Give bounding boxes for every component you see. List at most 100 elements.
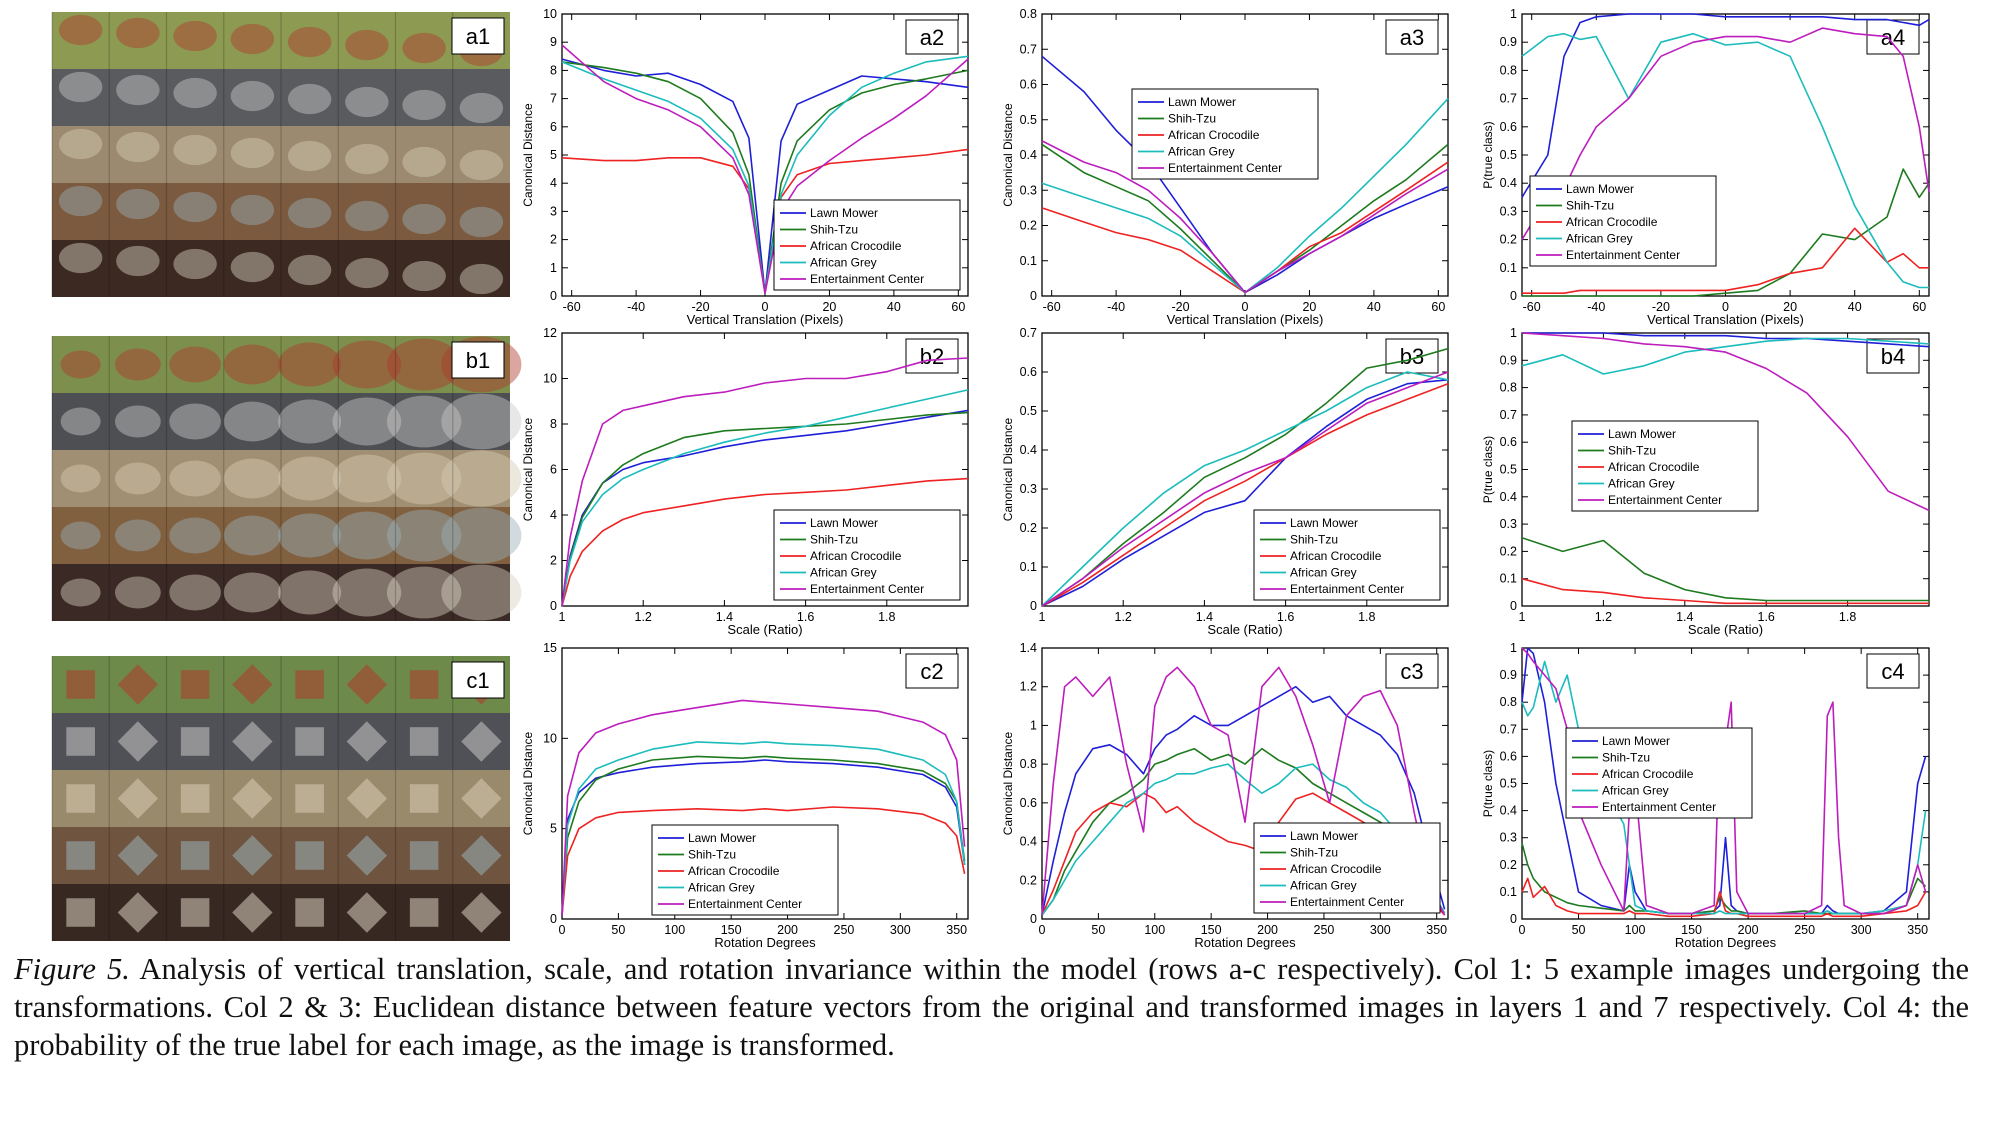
y-tick-label: 0.7: [1500, 408, 1517, 422]
y-tick-label: 0.3: [1020, 482, 1037, 496]
example-object: [117, 664, 159, 705]
x-tick-label: -60: [1523, 300, 1541, 314]
legend-entry: Entertainment Center: [1602, 800, 1716, 814]
example-object: [461, 892, 502, 933]
y-tick-label: 0.8: [1020, 757, 1037, 771]
y-tick-label: 0: [1510, 912, 1517, 926]
x-tick-label: 350: [1907, 923, 1928, 937]
panel-label: a1: [466, 24, 490, 49]
legend-box: [1253, 822, 1441, 914]
example-object: [295, 841, 324, 870]
legend-entry: Shih-Tzu: [1290, 846, 1338, 860]
example-image-band: [52, 336, 510, 393]
example-object: [386, 509, 462, 562]
panel-label: c1: [466, 668, 489, 693]
series-line: [1041, 747, 1446, 916]
y-tick-label: 0.5: [1020, 113, 1037, 127]
panel-label-box: [1385, 653, 1439, 689]
example-object: [173, 191, 217, 223]
x-tick-label: 100: [664, 923, 685, 937]
x-tick-label: 150: [1201, 923, 1222, 937]
example-object: [295, 784, 324, 813]
x-tick-label: 100: [1625, 923, 1646, 937]
example-object: [223, 401, 281, 442]
legend-entry: Entertainment Center: [1168, 161, 1282, 175]
x-tick-label: 0: [1242, 300, 1249, 314]
panel-label: c4: [1881, 659, 1904, 684]
series-line: [561, 411, 969, 607]
example-object: [441, 450, 522, 507]
x-axis-label: Vertical Translation (Pixels): [1647, 312, 1804, 327]
x-tick-label: 1.8: [878, 610, 895, 624]
y-tick-label: 0.8: [1020, 7, 1037, 21]
y-tick-label: 0.4: [1020, 148, 1037, 162]
y-tick-label: 2: [550, 233, 557, 247]
example-object: [287, 197, 332, 229]
example-object: [117, 892, 159, 933]
example-object: [346, 835, 388, 876]
x-tick-label: 60: [1431, 300, 1445, 314]
legend-box: [1565, 727, 1753, 819]
example-object: [332, 454, 402, 503]
y-tick-label: 0.3: [1500, 517, 1517, 531]
example-object: [295, 727, 324, 756]
x-tick-label: 300: [1370, 923, 1391, 937]
series-line: [1041, 371, 1449, 607]
panel-label: a4: [1881, 25, 1905, 50]
example-image-band: [52, 393, 510, 450]
series-line: [1521, 537, 1929, 602]
x-tick-label: -20: [692, 300, 710, 314]
y-tick-label: 4: [550, 508, 557, 522]
example-object: [173, 134, 217, 166]
x-tick-label: 40: [887, 300, 901, 314]
x-axis-label: Vertical Translation (Pixels): [687, 312, 844, 327]
legend-entry: Shih-Tzu: [1602, 751, 1650, 765]
caption-text: Analysis of vertical translation, scale,…: [14, 952, 1969, 1062]
example-object: [230, 137, 275, 169]
example-object: [278, 342, 342, 387]
panel-label-box: [1385, 19, 1439, 55]
x-tick-label: 300: [890, 923, 911, 937]
y-tick-label: 4: [550, 176, 557, 190]
x-tick-label: -40: [627, 300, 645, 314]
example-object: [278, 399, 342, 444]
y-tick-label: 0.4: [1500, 176, 1517, 190]
example-object: [66, 898, 95, 927]
legend-entry: African Crocodile: [810, 549, 902, 563]
example-object: [117, 835, 159, 876]
example-object: [386, 338, 462, 391]
example-object: [346, 892, 388, 933]
y-tick-label: 0.1: [1500, 572, 1517, 586]
example-object: [232, 721, 273, 762]
example-object: [402, 203, 446, 235]
example-object: [232, 664, 273, 705]
series-line: [1041, 763, 1446, 916]
y-tick-label: 1: [1030, 718, 1037, 732]
example-object: [173, 77, 217, 109]
example-image-band: [52, 240, 510, 297]
x-tick-label: 200: [1257, 923, 1278, 937]
legend-entry: Shih-Tzu: [1566, 199, 1614, 213]
legend-entry: Lawn Mower: [810, 206, 878, 220]
example-image-band: [52, 183, 510, 240]
x-axis-label: Rotation Degrees: [714, 935, 816, 950]
example-object: [230, 251, 275, 283]
example-object: [180, 784, 210, 813]
x-tick-label: -20: [1652, 300, 1670, 314]
example-object: [58, 128, 103, 160]
y-tick-label: 0: [1510, 289, 1517, 303]
y-tick-label: 0.5: [1020, 404, 1037, 418]
example-object: [169, 574, 221, 611]
legend-entry: Shih-Tzu: [1608, 444, 1656, 458]
example-object: [345, 257, 389, 289]
example-object: [58, 242, 103, 274]
y-axis-label: Canonical Distance: [521, 103, 535, 207]
x-tick-label: 60: [951, 300, 965, 314]
x-tick-label: 1.4: [716, 610, 733, 624]
series-line: [1522, 227, 1929, 295]
y-tick-label: 0.4: [1500, 490, 1517, 504]
series-line: [561, 44, 969, 295]
panel-label-box: [1385, 338, 1439, 374]
x-tick-label: 1.2: [635, 610, 652, 624]
legend-entry: African Grey: [1608, 477, 1675, 491]
